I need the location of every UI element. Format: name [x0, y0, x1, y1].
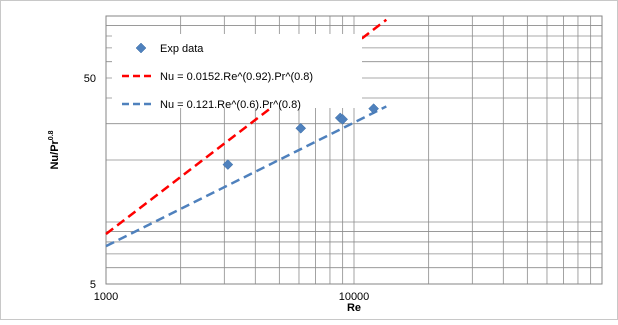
legend-label-fit-2: Nu = 0.121.Re^(0.6).Pr^(0.8) [160, 99, 301, 111]
fit-line-2 [105, 105, 387, 248]
data-points-layer [222, 103, 379, 170]
y-tick-label: 5 [90, 279, 96, 291]
y-tick-label: 50 [84, 73, 96, 85]
plot-area-frame [105, 15, 603, 285]
legend-entry-exp-data: Exp data [135, 42, 204, 55]
data-point [368, 103, 379, 115]
x-tick-label: 10000 [339, 291, 370, 303]
legend-background [112, 34, 362, 108]
data-point [337, 113, 349, 125]
fit-lines-layer [105, 18, 388, 248]
legend-marker-diamond [135, 42, 147, 54]
y-axis-title: Nu/Pr0.8 [48, 130, 61, 169]
y-axis-title-main: Nu/Pr [49, 139, 61, 169]
data-point [295, 122, 307, 134]
legend: Exp data Nu = 0.0152.Re^(0.92).Pr^(0.8) … [112, 34, 362, 111]
legend-entry-fit-1: Nu = 0.0152.Re^(0.92).Pr^(0.8) [122, 71, 313, 83]
legend-label-exp-data: Exp data [160, 43, 204, 55]
legend-label-fit-1: Nu = 0.0152.Re^(0.92).Pr^(0.8) [160, 71, 313, 83]
y-axis-title-superscript: 0.8 [48, 130, 55, 140]
x-tick-label: 1000 [94, 291, 118, 303]
x-axis-title: Re [347, 302, 361, 314]
data-point [222, 159, 234, 170]
legend-entry-fit-2: Nu = 0.121.Re^(0.6).Pr^(0.8) [122, 99, 301, 111]
tick-labels-layer: 1000 10000 5 50 [84, 73, 370, 303]
fit-line-1 [105, 18, 388, 235]
